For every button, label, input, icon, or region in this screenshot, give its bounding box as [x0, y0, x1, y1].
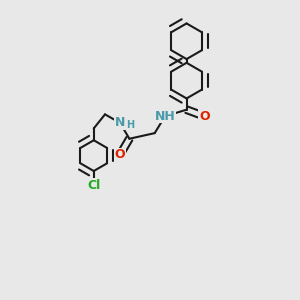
Text: N: N — [115, 116, 125, 129]
Text: H: H — [126, 120, 134, 130]
Text: O: O — [115, 148, 125, 161]
Text: O: O — [199, 110, 210, 123]
Text: NH: NH — [154, 110, 176, 123]
Text: Cl: Cl — [87, 178, 101, 192]
